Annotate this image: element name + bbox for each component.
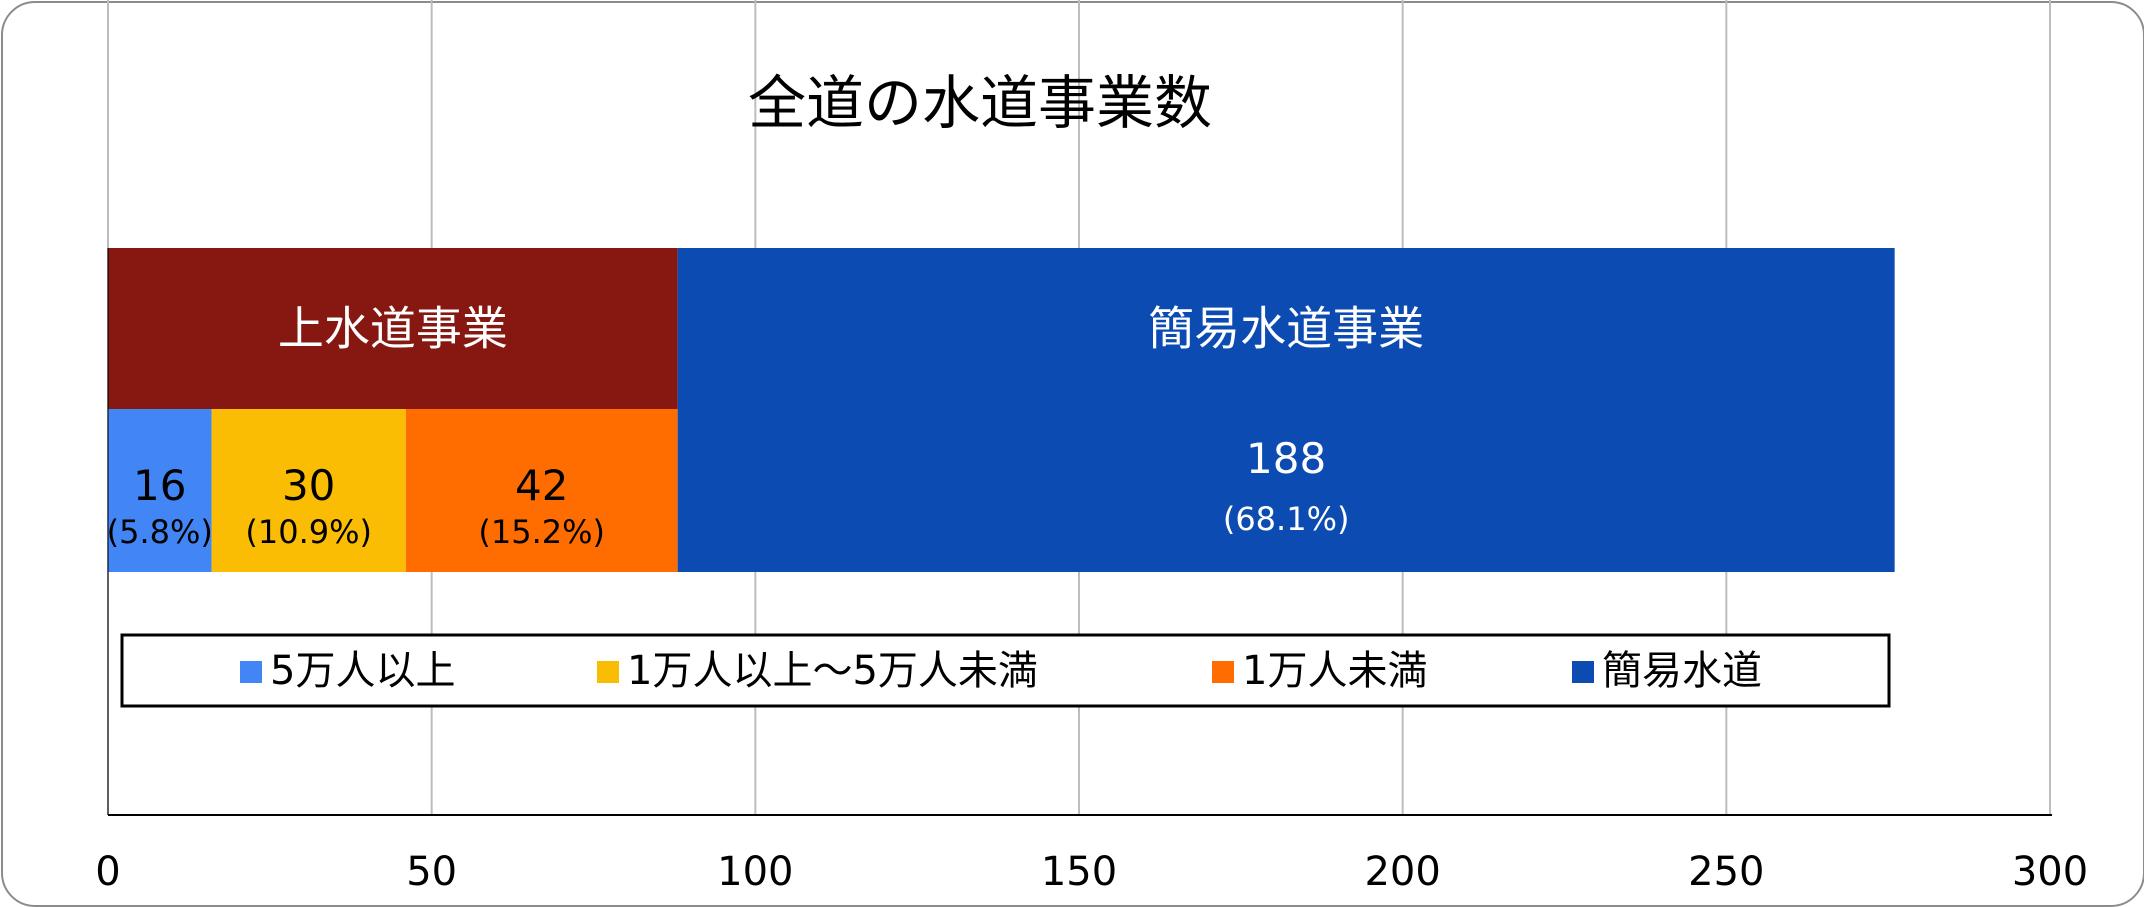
legend-entry: 5万人以上 (270, 648, 455, 694)
data-label-percent: (5.8%) (107, 513, 213, 551)
legend-box (120, 633, 1891, 708)
legend-entry: 1万人未満 (1242, 648, 1427, 694)
group-label: 簡易水道事業 (1148, 302, 1424, 356)
data-label-value: 30 (282, 461, 335, 510)
group-label: 上水道事業 (278, 302, 508, 356)
bar-segment-0 (108, 409, 212, 572)
data-label-percent: (68.1%) (1223, 500, 1350, 538)
x-tick-label: 300 (2012, 849, 2088, 895)
data-label-percent: (15.2%) (478, 513, 605, 551)
legend: 5万人以上 1万人以上～5万人未満 1万人未満 簡易水道 (120, 633, 1891, 708)
data-label-value: 188 (1246, 434, 1326, 483)
bar-segment-2 (405, 409, 678, 572)
legend-swatch (1212, 661, 1234, 683)
legend-swatch (240, 661, 262, 683)
legend-swatch (597, 661, 619, 683)
x-tick-label: 50 (406, 849, 457, 895)
data-label-value: 42 (515, 461, 568, 510)
bar-segments: 上水道事業 簡易水道事業 16(5.8%) 30(10.9%) 42(15.2%) 188… (107, 248, 1895, 572)
x-tick-label: 200 (1364, 849, 1440, 895)
data-label-value: 16 (133, 461, 186, 510)
x-tick-label: 0 (95, 849, 120, 895)
data-label-percent: (10.9%) (245, 513, 372, 551)
legend-entry: 簡易水道 (1602, 648, 1762, 694)
x-tick-label: 100 (717, 849, 793, 895)
group-bar-0 (108, 248, 678, 409)
x-axis: 0 50 100 150 200 250 300 (95, 248, 2088, 895)
chart-title: 全道の水道事業数 (748, 69, 1212, 137)
bar-segment-3 (677, 409, 1895, 572)
x-tick-label: 250 (1688, 849, 1764, 895)
group-bar-1 (677, 248, 1895, 409)
legend-swatch (1572, 661, 1594, 683)
bar-segment-1 (211, 409, 406, 572)
legend-entry: 1万人以上～5万人未満 (627, 648, 1038, 694)
x-tick-label: 150 (1041, 849, 1117, 895)
